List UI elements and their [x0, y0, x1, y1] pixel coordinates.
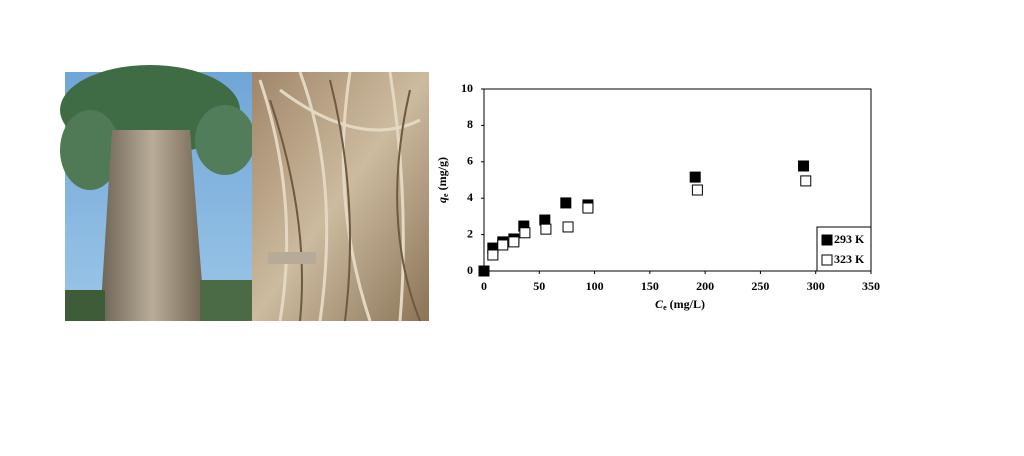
marker [560, 197, 572, 209]
marker [539, 214, 551, 226]
y-tick-label: 8 [467, 117, 473, 131]
legend: 293 K 323 K [816, 226, 872, 272]
marker [562, 221, 574, 233]
legend-label: 293 K [834, 232, 865, 246]
marker [800, 175, 812, 187]
legend-marker [821, 234, 833, 246]
x-tick-label: 200 [696, 279, 714, 293]
fiber-photo [252, 71, 429, 322]
x-tick-label: 100 [586, 279, 604, 293]
x-tick-label: 350 [862, 279, 880, 293]
y-tick-label: 6 [467, 154, 473, 168]
y-tick-label: 2 [467, 226, 473, 240]
marker [497, 239, 509, 251]
y-tick-label: 0 [467, 263, 473, 277]
marker [582, 202, 594, 214]
marker [689, 171, 701, 183]
y-tick-label: 10 [461, 81, 473, 95]
marker [691, 184, 703, 196]
marker [508, 236, 520, 248]
x-tick-label: 250 [751, 279, 769, 293]
marker [478, 265, 490, 277]
marker [487, 249, 499, 261]
marker [798, 160, 810, 172]
x-tick-label: 300 [807, 279, 825, 293]
marker [519, 227, 531, 239]
x-tick-label: 50 [533, 279, 545, 293]
palm-photo [60, 65, 255, 321]
plot-frame [483, 88, 872, 272]
x-tick-label: 0 [481, 279, 487, 293]
marker [540, 223, 552, 235]
y-tick-label: 4 [467, 190, 473, 204]
x-tick-label: 150 [641, 279, 659, 293]
x-axis-label: Ce (mg/L) [655, 297, 705, 312]
legend-marker [821, 254, 833, 266]
legend-label: 323 K [834, 252, 865, 266]
y-axis-label: qe(mg/g) [435, 157, 450, 203]
